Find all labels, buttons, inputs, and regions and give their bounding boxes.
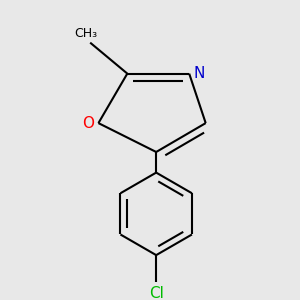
Text: N: N (194, 66, 205, 81)
Text: Cl: Cl (149, 286, 164, 300)
Text: CH₃: CH₃ (74, 27, 98, 40)
Text: O: O (82, 116, 94, 130)
